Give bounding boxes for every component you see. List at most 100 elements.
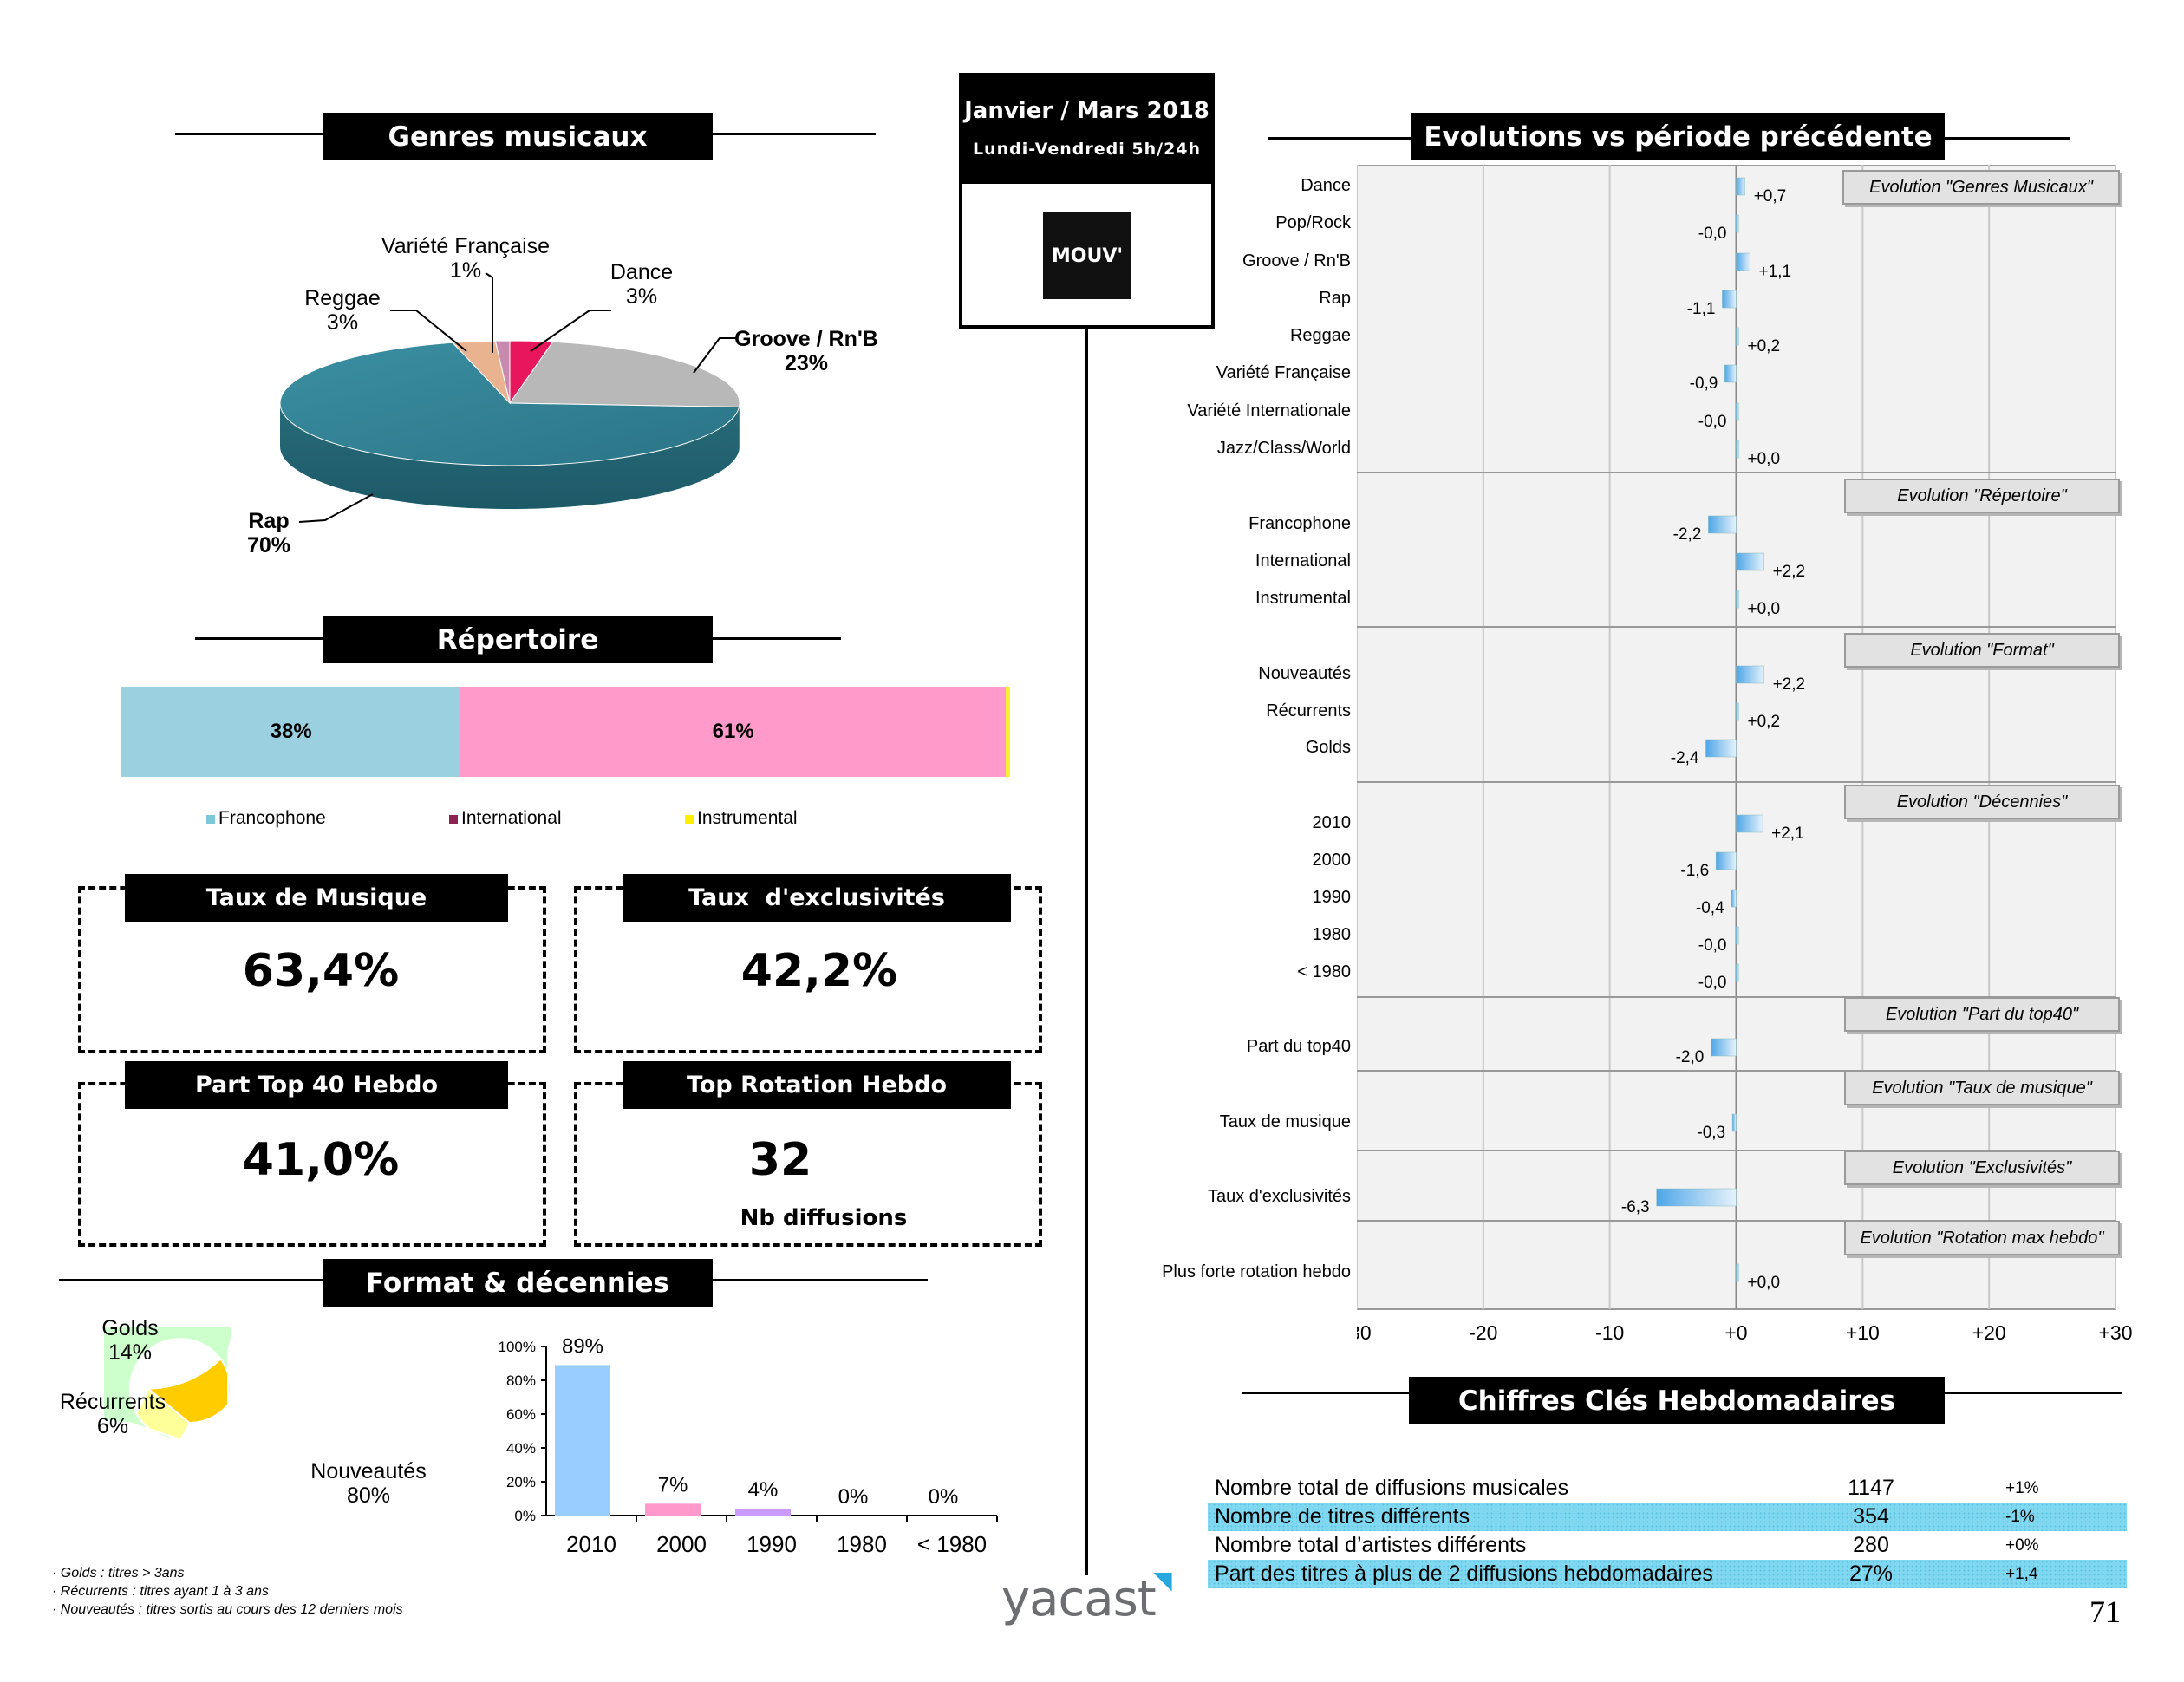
evolutions-category-label: Variété Internationale [1187,401,1351,420]
evolutions-category-label: Part du top40 [1246,1037,1351,1056]
evolutions-bar-Plus forte rotation hebdo [1736,1263,1739,1282]
leader-reggae [390,310,467,352]
evolutions-value-label: +2,2 [1773,563,1806,581]
kpi-title-part-top40: Part Top 40 Hebdo [125,1061,508,1109]
evolutions-section-box: Evolution "Format" [1844,633,2120,668]
evolutions-bar-1990 [1731,889,1737,908]
leader-rap [298,493,374,523]
evolutions-bar-Nouveautés [1736,665,1764,684]
repertoire-legend-francophone: Francophone [206,808,326,829]
repertoire-bar-label-international: 61% [712,720,754,743]
evolutions-bar-2000 [1715,851,1737,870]
evolutions-bar-< 1980 [1736,963,1739,982]
decennies-bar-2010 [555,1365,610,1516]
evolutions-category-label: 1990 [1312,888,1352,907]
kpi-title-exclusivites: Taux d'exclusivités [623,874,1011,922]
repertoire-bar: 38% 61% [121,687,1010,777]
evolutions-category-label: Golds [1305,738,1351,757]
format-note-recurrents: · Récurrents : titres ayant 1 à 3 ans [52,1584,269,1599]
evolutions-value-label: -0,0 [1698,413,1727,431]
repertoire-bar-instrumental [1005,687,1010,777]
decennies-category-label: 2010 [566,1531,616,1557]
evolutions-bar-1980 [1736,926,1739,945]
decennies-value-label: 4% [748,1478,779,1502]
evolutions-category-label: 2010 [1312,813,1352,832]
evolutions-bar-Taux d'exclusivités [1656,1188,1737,1207]
period-badge-period: Janvier / Mars 2018 [964,98,1209,124]
kpi-title-top-rotation: Top Rotation Hebdo [623,1061,1011,1109]
evolutions-bar-International [1736,552,1764,571]
format-note-golds: · Golds : titres > 3ans [52,1566,185,1581]
evolutions-category-label: 1980 [1312,925,1352,944]
period-badge-schedule: Lundi-Vendredi 5h/24h [972,140,1202,159]
evolutions-title: Evolutions vs période précédente [1411,113,1945,160]
evolutions-section-box: Evolution "Genres Musicaux" [1842,170,2120,205]
evolutions-category-label: Jazz/Class/World [1216,439,1351,458]
genres-label-rap: Rap 70% [246,509,291,557]
decennies-category-label: < 1980 [917,1531,987,1557]
evolutions-category-label: Variété Française [1216,363,1351,382]
genres-label-reggae: Reggae 3% [304,286,381,335]
decennies-ytick-label: 100% [499,1339,536,1355]
center-divider [1085,323,1088,1575]
decennies-value-label: 7% [658,1473,688,1496]
evolutions-value-label: -2,0 [1676,1048,1705,1066]
period-badge: Janvier / Mars 2018 Lundi-Vendredi 5h/24… [959,73,1215,329]
evolutions-xtick-label: +0 [1724,1321,1747,1344]
evolutions-category-label: Taux d'exclusivités [1208,1187,1351,1206]
evolutions-value-label: -0,0 [1698,225,1727,243]
evolutions-category-label: Taux de musique [1219,1112,1351,1131]
evolutions-category-label: Nouveautés [1258,664,1351,683]
evolutions-value-label: -0,0 [1698,974,1727,992]
decennies-value-label: 89% [562,1334,603,1358]
evolutions-bar-Récurrents [1736,702,1739,721]
evolutions-category-label: Dance [1301,176,1351,195]
genres-pie-chart [279,272,740,523]
evolutions-value-label: -0,9 [1690,375,1718,393]
evolutions-category-label: International [1255,551,1351,570]
format-label-recurrents: Récurrents 6% [59,1390,166,1438]
evolutions-bar-Part du top40 [1711,1038,1737,1057]
evolutions-xtick-label: +10 [1846,1321,1880,1344]
evolutions-value-label: -6,3 [1621,1198,1650,1216]
evolutions-value-label: +2,1 [1771,825,1804,843]
evolutions-value-label: -0,3 [1697,1124,1725,1142]
evolutions-xtick-label: -30 [1357,1321,1372,1344]
decennies-bar-chart: 0% 20% 40% 60% 80% 100% 89% 2010 7% 2000 4% 1990 0% 1… [499,1334,998,1557]
evolutions-category-label: Francophone [1248,514,1351,533]
decennies-ytick-label: 60% [506,1406,536,1423]
keyfig-row: Part des titres à plus de 2 diffusions h… [1208,1560,2127,1588]
page-number: 71 [2089,1594,2121,1629]
repertoire-bar-international: 61% [460,687,1006,777]
repertoire-bar-francophone: 38% [121,687,461,777]
kpi-title-taux-musique: Taux de Musique [125,874,508,922]
evolutions-bar-Rap [1722,290,1737,309]
evolutions-value-label: +0,7 [1754,187,1787,205]
evolutions-section-box: Evolution "Exclusivités" [1844,1151,2120,1185]
evolutions-bar-2010 [1736,814,1763,833]
decennies-ytick-label: 0% [514,1508,536,1524]
evolutions-section-box: Evolution "Taux de musique" [1844,1071,2120,1105]
evolutions-bar-Reggae [1736,327,1739,346]
evolutions-value-label: +1,1 [1759,263,1792,281]
evolutions-value-label: +0,0 [1748,600,1781,618]
evolutions-section-box: Evolution "Décennies" [1844,785,2120,819]
genres-leader-lines [298,272,737,523]
evolutions-category-labels: Dance Pop/Rock Groove / Rn'B Rap Reggae Varié… [1127,165,1351,1318]
pie-side-Rap [280,403,740,510]
evolutions-bar-Pop/Rock [1736,214,1739,233]
kpi-value-part-top40: 41,0% [242,1134,400,1186]
evolutions-value-label: -0,4 [1696,899,1724,917]
donut-slice-Nouveautés [104,1327,234,1441]
evolutions-category-label: < 1980 [1297,962,1351,981]
evolutions-xtick-label: -10 [1595,1321,1624,1344]
evolutions-bar-Taux de musique [1731,1113,1737,1132]
pie-slice-Rap [279,342,740,466]
decennies-ytick-label: 80% [506,1372,536,1389]
leader-dance [530,310,611,352]
genres-label-variete: Variété Française 1% [381,234,551,283]
evolutions-bar-Golds [1705,739,1737,758]
evolutions-chart: Dance Pop/Rock Groove / Rn'B Rap Reggae Varié… [1127,165,2168,1344]
evolutions-category-label: Reggae [1289,326,1351,345]
evolutions-xtick-label: -20 [1469,1321,1497,1344]
